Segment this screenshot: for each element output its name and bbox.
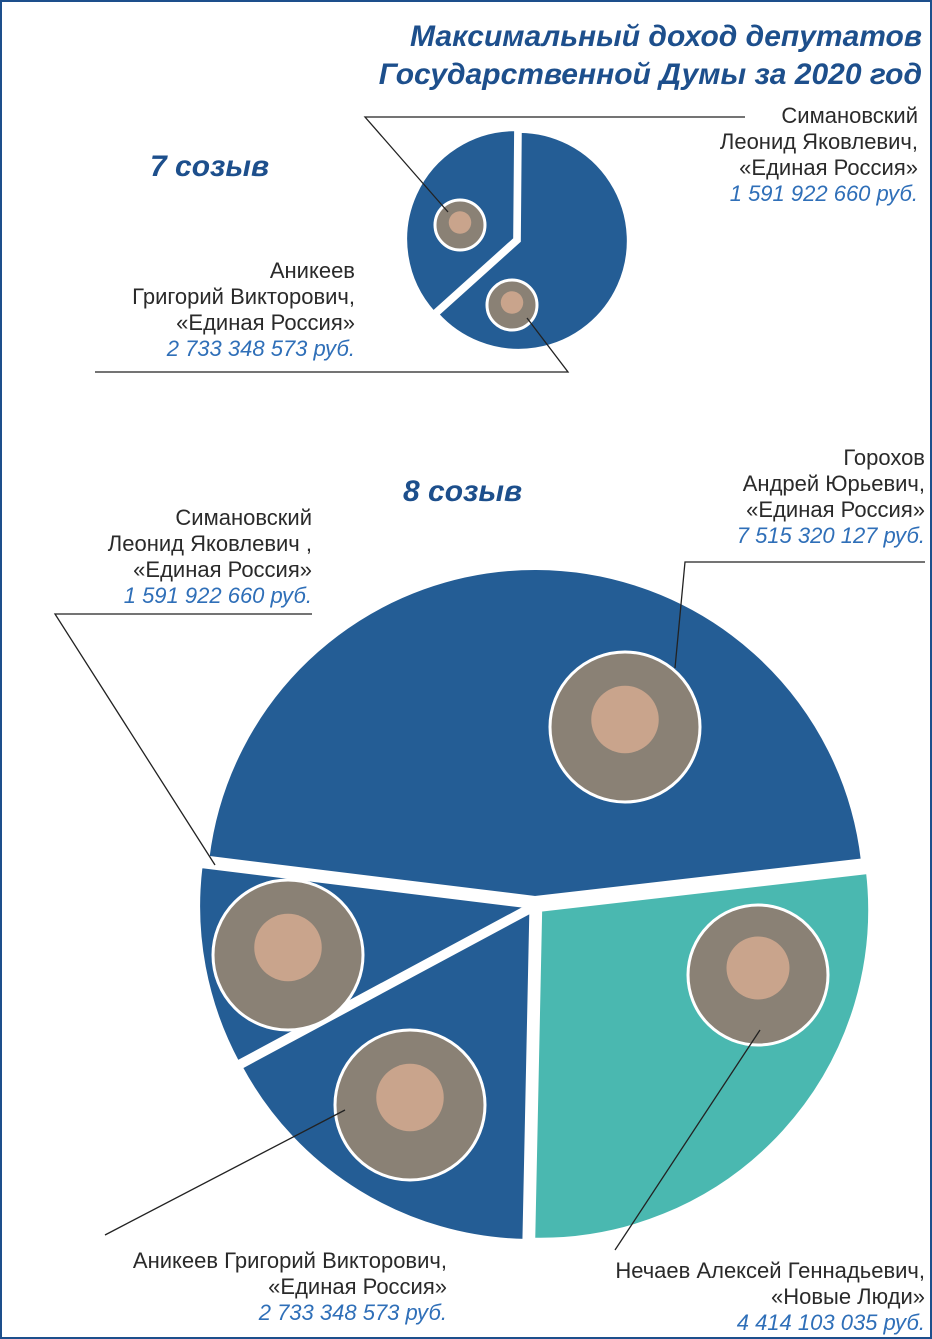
- slice-label: Аникеев Григорий Викторович,«Единая Росс…: [132, 258, 355, 362]
- slice-label: Нечаев Алексей Геннадьевич,«Новые Люди»4…: [615, 1258, 925, 1336]
- party: «Единая Россия»: [720, 155, 918, 181]
- party: «Новые Люди»: [615, 1284, 925, 1310]
- page-title: Максимальный доход депутатов Государстве…: [379, 18, 922, 94]
- value-label: 2 733 348 573 руб.: [133, 1300, 447, 1326]
- photo-face: [376, 1064, 444, 1132]
- slice-label: Симановский Леонид Яковлевич ,«Единая Ро…: [108, 505, 312, 609]
- chart-title: 8 созыв: [403, 475, 522, 509]
- slice-label: Аникеев Григорий Викторович,«Единая Росс…: [133, 1248, 447, 1326]
- photo-face: [501, 291, 524, 314]
- value-label: 1 591 922 660 руб.: [720, 181, 918, 207]
- deputy-name: Нечаев Алексей Геннадьевич,: [615, 1258, 925, 1284]
- deputy-name: Симановский Леонид Яковлевич ,: [108, 505, 312, 557]
- pie-slice: [207, 568, 862, 898]
- photo-face: [591, 686, 659, 754]
- slice-label: Горохов Андрей Юрьевич,«Единая Россия»7 …: [737, 445, 925, 549]
- value-label: 7 515 320 127 руб.: [737, 523, 925, 549]
- deputy-name: Горохов Андрей Юрьевич,: [737, 445, 925, 497]
- deputy-name: Аникеев Григорий Викторович,: [132, 258, 355, 310]
- infographic: Максимальный доход депутатов Государстве…: [0, 0, 932, 1339]
- photo-face: [727, 937, 790, 1000]
- slice-label: Симановский Леонид Яковлевич,«Единая Рос…: [720, 103, 918, 207]
- chart-title: 7 созыв: [150, 150, 269, 184]
- party: «Единая Россия»: [737, 497, 925, 523]
- deputy-name: Аникеев Григорий Викторович,: [133, 1248, 447, 1274]
- photo-face: [254, 914, 322, 982]
- pie-slice: [533, 872, 870, 1240]
- value-label: 2 733 348 573 руб.: [132, 336, 355, 362]
- photo-face: [449, 211, 472, 234]
- leader-line: [105, 1110, 345, 1235]
- party: «Единая Россия»: [133, 1274, 447, 1300]
- party: «Единая Россия»: [108, 557, 312, 583]
- value-label: 1 591 922 660 руб.: [108, 583, 312, 609]
- party: «Единая Россия»: [132, 310, 355, 336]
- value-label: 4 414 103 035 руб.: [615, 1310, 925, 1336]
- deputy-name: Симановский Леонид Яковлевич,: [720, 103, 918, 155]
